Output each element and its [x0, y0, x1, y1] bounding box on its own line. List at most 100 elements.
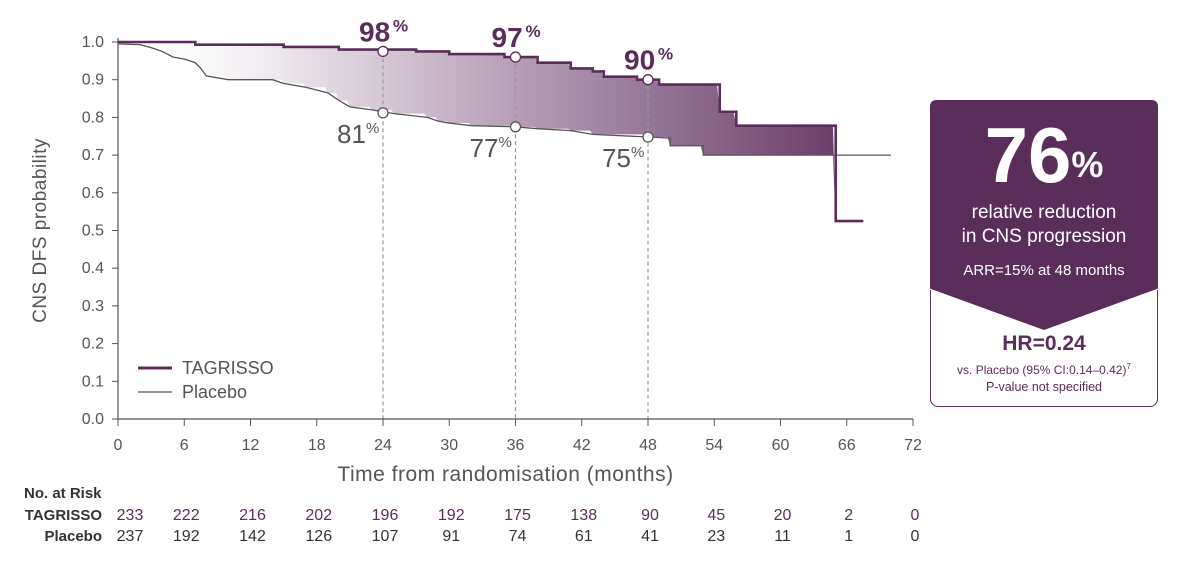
tagrisso-line	[118, 40, 864, 223]
x-tick-label: 12	[242, 437, 260, 454]
marker-label-value: 97	[492, 22, 523, 53]
callout-hr-box	[930, 290, 1158, 407]
marker-label-unit: %	[526, 22, 541, 41]
risk-cell: 192	[173, 528, 200, 545]
x-tick-label: 42	[573, 437, 591, 454]
callout-arr: ARR=15% at 48 months	[963, 262, 1125, 279]
y-tick-label: 0.1	[82, 373, 104, 390]
risk-cell: 196	[372, 507, 399, 524]
risk-cell: 41	[641, 528, 659, 545]
x-tick-label: 36	[507, 437, 525, 454]
marker-label-unit: %	[366, 120, 379, 137]
risk-cell: 11	[774, 528, 791, 545]
y-axis-title: CNS DFS probability	[30, 138, 51, 323]
headline-percent: 76%	[930, 110, 1158, 200]
risk-cell: 74	[509, 528, 527, 545]
risk-cell: 91	[442, 528, 460, 545]
marker-point	[642, 74, 654, 86]
marker-point	[509, 51, 522, 63]
risk-cell: 2	[844, 507, 853, 524]
hazard-ratio: HR=0.24	[1002, 332, 1086, 355]
callout-banner	[930, 100, 1158, 330]
marker-label-unit: %	[631, 144, 644, 161]
x-tick-label: 60	[772, 437, 790, 454]
risk-cell: 233	[117, 507, 144, 524]
y-tick-label: 0.8	[82, 109, 104, 126]
marker-label-value: 75	[602, 143, 631, 173]
x-tick-label: 6	[180, 437, 189, 454]
risk-cell: 222	[173, 507, 200, 524]
risk-cell: 138	[570, 507, 597, 524]
x-tick-label: 54	[705, 437, 723, 454]
placebo-line	[117, 43, 891, 156]
y-tick-label: 0.7	[82, 147, 104, 164]
series-lines	[117, 40, 891, 223]
y-tick-label: 0.3	[82, 298, 104, 315]
marker-label-value: 98	[359, 16, 390, 47]
risk-cell: 45	[707, 507, 725, 524]
marker-label-value: 90	[624, 45, 655, 76]
y-tick-label: 0.0	[82, 411, 104, 428]
risk-cell: 0	[911, 528, 920, 545]
risk-cell: 237	[117, 528, 144, 545]
callout-box: 76% relative reduction in CNS progressio…	[930, 100, 1158, 408]
marker-label-unit: %	[658, 45, 673, 64]
marker-point	[377, 107, 389, 119]
legend-label-tagrisso: TAGRISSO	[182, 358, 274, 378]
risk-cell: 216	[239, 507, 266, 524]
risk-cell: 192	[438, 507, 465, 524]
y-tick-label: 1.0	[82, 34, 104, 51]
x-tick-label: 0	[114, 437, 123, 454]
y-tick-label: 0.5	[82, 223, 104, 240]
risk-row-label: TAGRISSO	[25, 507, 103, 524]
ci-text: vs. Placebo (95% CI:0.14–0.42)	[957, 363, 1127, 377]
y-tick-label: 0.6	[82, 185, 104, 202]
legend: TAGRISSO Placebo	[138, 358, 274, 402]
callout-line-2: in CNS progression	[961, 226, 1127, 247]
difference-shading	[118, 42, 836, 222]
risk-cell: 0	[911, 507, 920, 524]
x-tick-label: 30	[440, 437, 458, 454]
marker-labels: 98% 97 %90 %81 %77 %75%	[337, 16, 673, 173]
risk-table-header: No. at Risk	[24, 485, 102, 502]
shaded-area	[118, 42, 836, 222]
risk-cell: 90	[641, 507, 659, 524]
risk-cell: 20	[774, 507, 792, 524]
p-value: P-value not specified	[985, 380, 1103, 394]
risk-cell: 126	[305, 528, 332, 545]
x-tick-label: 66	[838, 437, 856, 454]
risk-cell: 142	[239, 528, 266, 545]
marker-point	[642, 131, 654, 143]
y-tick-label: 0.4	[82, 260, 104, 277]
x-tick-label: 48	[639, 437, 657, 454]
marker-point	[377, 45, 389, 58]
y-tick-label: 0.2	[82, 336, 104, 353]
x-tick-label: 18	[308, 437, 326, 454]
x-axis-title: Time from randomisation (months)	[337, 463, 673, 486]
axes: 0.0 0.1 0.2 0.3 0.4 0.5 0.6 0.7 0.8 0.9 1.0 0 6 12 18 2…	[30, 34, 922, 486]
marker-label-unit: %	[499, 134, 512, 151]
risk-cell: 107	[372, 528, 399, 545]
x-tick-label: 24	[374, 437, 392, 454]
marker-label-value: 77	[470, 133, 499, 163]
markers	[377, 45, 654, 143]
legend-label-placebo: Placebo	[182, 382, 247, 402]
x-tick-label: 72	[904, 437, 922, 454]
risk-cell: 202	[305, 507, 332, 524]
risk-cell: 23	[707, 528, 725, 545]
marker-label-unit: %	[393, 16, 408, 35]
callout-line-1: relative reduction	[971, 202, 1117, 223]
risk-cell: 175	[504, 507, 531, 524]
risk-cell: 61	[575, 528, 593, 545]
ci-ref: 7	[1126, 362, 1131, 371]
headline-unit: %	[1071, 144, 1104, 185]
marker-label-value: 81	[337, 119, 366, 149]
y-tick-label: 0.9	[82, 72, 104, 89]
risk-cell: 1	[844, 528, 853, 545]
marker-point	[509, 121, 522, 133]
confidence-interval: vs. Placebo (95% CI:0.14–0.42)7	[930, 362, 1158, 377]
risk-row-label: Placebo	[44, 528, 102, 545]
headline-value: 76	[984, 111, 1072, 199]
